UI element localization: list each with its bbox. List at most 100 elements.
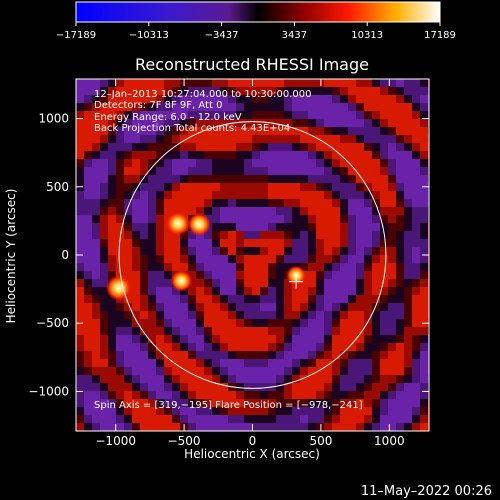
heatmap-cell (116, 303, 124, 311)
heatmap-cell (284, 103, 292, 111)
heatmap-cell (180, 199, 188, 207)
heatmap-cell (340, 311, 348, 319)
heatmap-cell (388, 351, 396, 359)
heatmap-cell (412, 151, 420, 159)
heatmap-cell (292, 223, 300, 231)
heatmap-cell (180, 327, 188, 335)
heatmap-cell (244, 335, 252, 343)
heatmap-cell (364, 303, 372, 311)
heatmap-cell (164, 327, 172, 335)
heatmap-cell (124, 103, 132, 111)
heatmap-cell (252, 215, 260, 223)
heatmap-cell (292, 319, 300, 327)
heatmap-cell (356, 399, 364, 407)
heatmap-cell (92, 247, 100, 255)
heatmap-cell (268, 95, 276, 103)
heatmap-cell (148, 279, 156, 287)
heatmap-cell (380, 175, 388, 183)
heatmap-cell (372, 383, 380, 391)
heatmap-cell (156, 103, 164, 111)
heatmap-cell (100, 231, 108, 239)
heatmap-cell (204, 111, 212, 119)
heatmap-cell (108, 247, 116, 255)
heatmap-cell (220, 359, 228, 367)
info-line-detectors: Detectors: 7F 8F 9F, Att 0 (94, 100, 222, 111)
heatmap-cell (124, 383, 132, 391)
heatmap-cell (100, 143, 108, 151)
heatmap-cell (148, 375, 156, 383)
heatmap-cell (156, 247, 164, 255)
heatmap-cell (380, 367, 388, 375)
heatmap-cell (92, 87, 100, 95)
heatmap-cell (268, 207, 276, 215)
heatmap-cell (172, 135, 180, 143)
heatmap-cell (268, 295, 276, 303)
heatmap-cell (252, 223, 260, 231)
heatmap-cell (84, 215, 92, 223)
heatmap-cell (260, 175, 268, 183)
heatmap-cell (252, 407, 260, 415)
heatmap-cell (412, 223, 420, 231)
heatmap-cell (196, 399, 204, 407)
heatmap-cell (84, 383, 92, 391)
heatmap-cell (196, 367, 204, 375)
heatmap-cell (236, 327, 244, 335)
heatmap-cell (244, 359, 252, 367)
heatmap-cell (132, 247, 140, 255)
heatmap-cell (108, 135, 116, 143)
heatmap-cell (388, 239, 396, 247)
heatmap-cell (292, 175, 300, 183)
heatmap-cell (124, 223, 132, 231)
heatmap-cell (228, 279, 236, 287)
heatmap-cell (196, 103, 204, 111)
heatmap-cell (268, 151, 276, 159)
heatmap-cell (100, 375, 108, 383)
heatmap-cell (356, 79, 364, 87)
heatmap-cell (100, 359, 108, 367)
heatmap-cell (260, 207, 268, 215)
heatmap-cell (76, 263, 84, 271)
heatmap-cell (196, 175, 204, 183)
heatmap-cell (116, 79, 124, 87)
heatmap-cell (348, 351, 356, 359)
heatmap-cell (364, 191, 372, 199)
heatmap-cell (100, 199, 108, 207)
heatmap-cell (172, 255, 180, 263)
heatmap-cell (164, 103, 172, 111)
heatmap-cell (140, 343, 148, 351)
heatmap-cell (316, 143, 324, 151)
heatmap-cell (140, 175, 148, 183)
heatmap-cell (364, 287, 372, 295)
heatmap-cell (348, 95, 356, 103)
heatmap-cell (164, 95, 172, 103)
heatmap-cell (76, 279, 84, 287)
heatmap-cell (228, 295, 236, 303)
heatmap-cell (140, 119, 148, 127)
heatmap-cell (204, 311, 212, 319)
heatmap-cell (108, 167, 116, 175)
heatmap-cell (156, 231, 164, 239)
heatmap-cell (284, 287, 292, 295)
heatmap-cell (276, 239, 284, 247)
heatmap-cell (212, 207, 220, 215)
x-tick-label: −1000 (95, 434, 136, 448)
heatmap-cell (372, 215, 380, 223)
heatmap-cell (132, 399, 140, 407)
heatmap-cell (236, 175, 244, 183)
heatmap-cell (316, 87, 324, 95)
heatmap-cell (348, 143, 356, 151)
heatmap-cell (180, 295, 188, 303)
heatmap-cell (404, 183, 412, 191)
heatmap-cell (372, 351, 380, 359)
heatmap-cell (284, 111, 292, 119)
heatmap-cell (124, 159, 132, 167)
heatmap-cell (132, 263, 140, 271)
heatmap-cell (380, 143, 388, 151)
heatmap-cell (324, 143, 332, 151)
heatmap-cell (260, 279, 268, 287)
heatmap-cell (228, 319, 236, 327)
heatmap-cell (364, 335, 372, 343)
heatmap-cell (388, 319, 396, 327)
heatmap-cell (292, 311, 300, 319)
heatmap-cell (244, 119, 252, 127)
